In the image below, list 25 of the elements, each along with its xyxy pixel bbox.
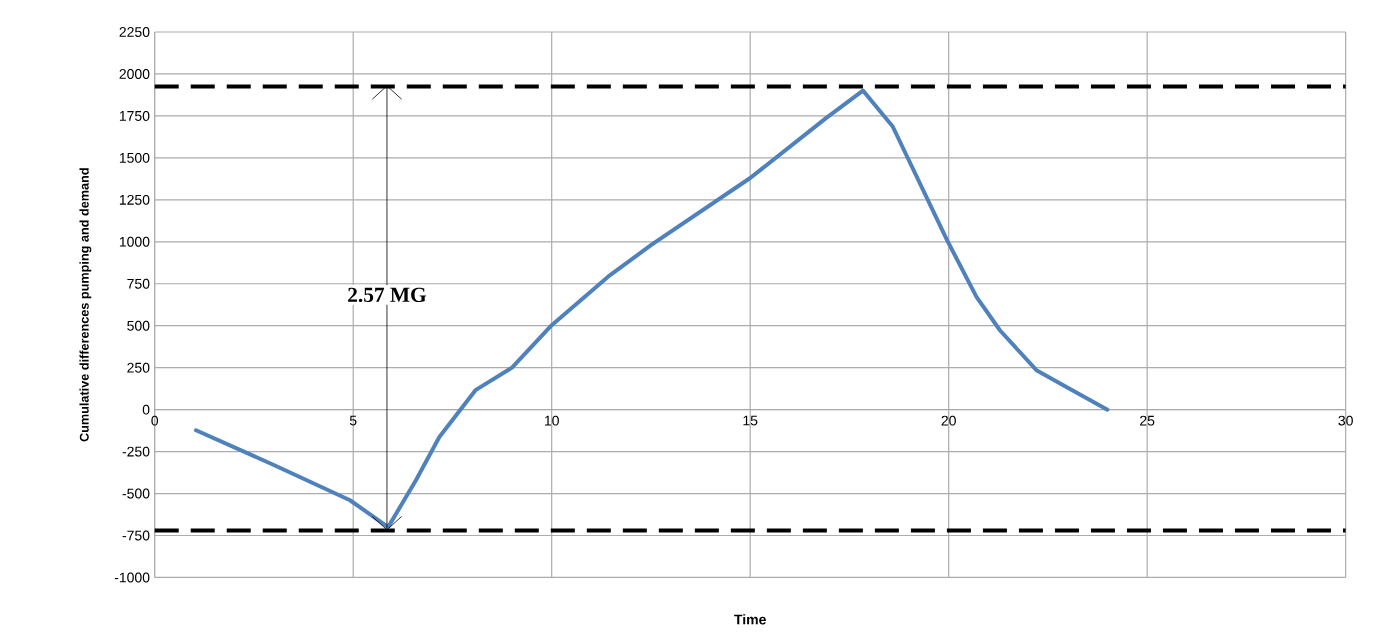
y-tick-label: -1000 <box>114 572 150 583</box>
x-tick-label: 0 <box>151 415 159 426</box>
x-tick-label: 30 <box>1338 415 1353 426</box>
y-tick-label: 1750 <box>119 111 150 121</box>
y-tick-label: 750 <box>127 278 150 289</box>
y-tick-label: 500 <box>127 320 150 331</box>
y-tick-label: 1000 <box>119 236 150 247</box>
y-tick-label: 0 <box>142 404 150 415</box>
y-tick-label: -250 <box>122 446 150 457</box>
x-tick-label: 15 <box>743 415 758 426</box>
y-tick-label: 1250 <box>119 194 150 205</box>
y-axis-title: Cumulative differences pumping and demand <box>79 168 92 442</box>
x-tick-label: 25 <box>1140 415 1155 426</box>
y-tick-label: 250 <box>127 362 150 373</box>
y-tick-label: -500 <box>122 488 150 499</box>
x-tick-label: 10 <box>544 415 559 426</box>
annotation: 2.57 MG <box>348 287 427 303</box>
y-tick-label: 2000 <box>119 69 150 80</box>
y-tick-label: 1500 <box>119 153 150 163</box>
x-tick-label: 5 <box>349 415 357 426</box>
line-series <box>194 88 1110 530</box>
y-tick-label: 2250 <box>119 27 150 38</box>
x-tick-label: 20 <box>941 415 956 426</box>
y-tick-label: -750 <box>122 530 150 541</box>
x-axis-title: Time <box>734 614 766 625</box>
